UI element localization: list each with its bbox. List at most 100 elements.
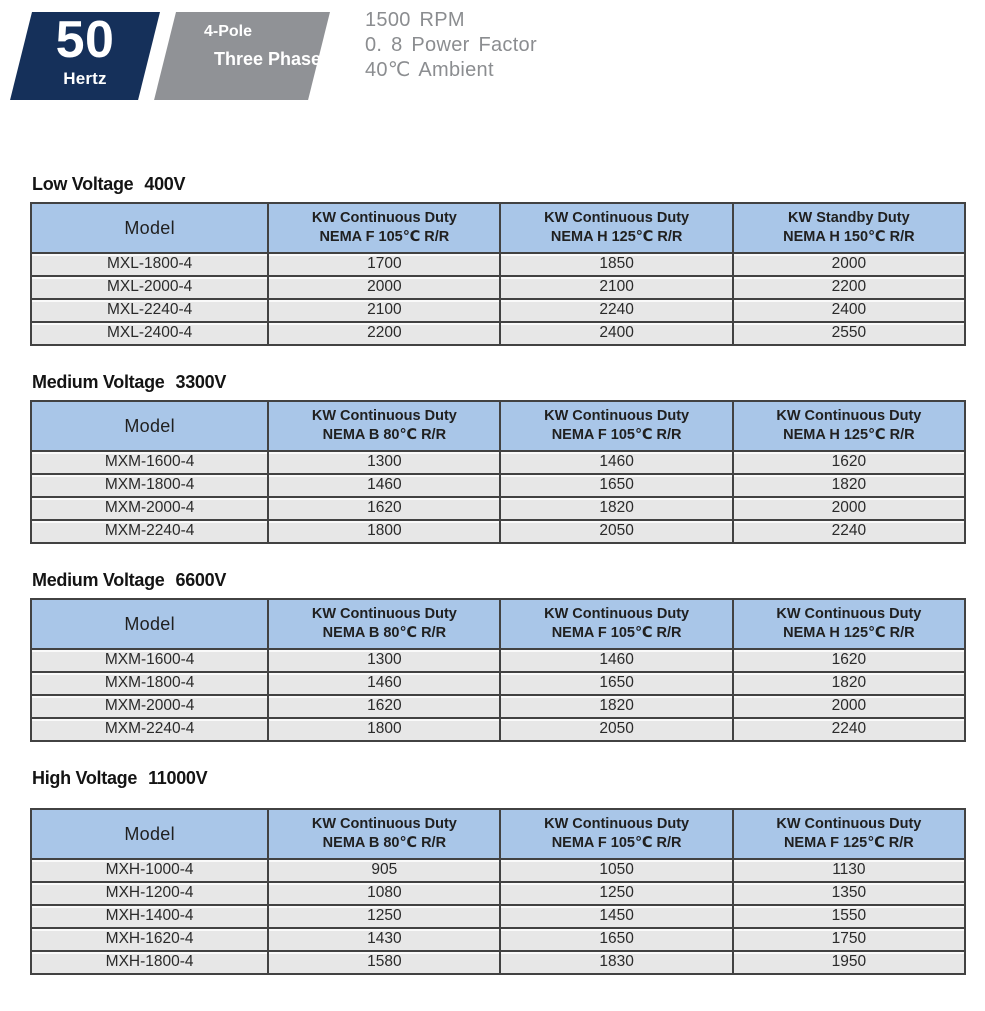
model-column-header: Model [29,202,270,254]
kw-value-cell: 1620 [731,648,967,673]
column-header-label: KW Continuous Duty [544,408,690,424]
kw-value-cell: 1820 [731,473,967,498]
kw-value-cell: 1750 [731,927,967,952]
kw-column-header: KW Standby Duty NEMA H 150℃ R/R [731,202,967,254]
ratings-table-medium-voltage-3300: Model KW Continuous Duty NEMA B 80℃ R/R KW … [29,400,967,544]
kw-value-cell: 2000 [731,252,967,277]
kw-value-cell: 1250 [267,904,502,929]
model-cell: MXM-1600-4 [29,648,270,673]
section-title: Low Voltage 400V [32,174,985,195]
kw-value-cell: 2240 [499,298,734,323]
ratings-table-medium-voltage-6600: Model KW Continuous Duty NEMA B 80℃ R/R KW … [29,598,967,742]
kw-value-cell: 1050 [499,858,734,883]
kw-value-cell: 2100 [499,275,734,300]
table-row: MXH-1000-4 905 1050 1130 [29,858,967,883]
table-row: MXM-2000-4 1620 1820 2000 [29,694,967,719]
model-cell: MXH-1620-4 [29,927,270,952]
kw-column-header: KW Continuous Duty NEMA B 80℃ R/R [267,808,502,860]
kw-column-header: KW Continuous Duty NEMA H 125℃ R/R [731,598,967,650]
section-high-voltage-11000v: High Voltage 11000V Model KW Continuous Du… [29,768,985,975]
kw-value-cell: 1130 [731,858,967,883]
kw-value-cell: 1460 [499,648,734,673]
table-row: MXM-1600-4 1300 1460 1620 [29,648,967,673]
kw-value-cell: 1620 [267,694,502,719]
section-title: Medium Voltage 6600V [32,570,985,591]
table-row: MXM-2240-4 1800 2050 2240 [29,519,967,544]
kw-value-cell: 1460 [267,473,502,498]
column-header-label: KW Continuous Duty [544,606,690,622]
table-row: MXL-2400-4 2200 2400 2550 [29,321,967,346]
column-header-label: KW Continuous Duty [776,816,922,832]
kw-value-cell: 2400 [731,298,967,323]
section-title-voltage: 11000V [148,768,208,788]
header: 50 Hertz 4-Pole Three Phase 1500 RPM 0. … [0,0,985,100]
kw-value-cell: 2000 [731,694,967,719]
kw-value-cell: 1580 [267,950,502,975]
table-row: MXL-2000-4 2000 2100 2200 [29,275,967,300]
kw-column-header: KW Continuous Duty NEMA H 125℃ R/R [499,202,734,254]
kw-value-cell: 1550 [731,904,967,929]
column-header-label: NEMA F 105℃ R/R [551,625,682,641]
kw-value-cell: 2240 [731,519,967,544]
section-medium-voltage-6600v: Medium Voltage 6600V Model KW Continuous D… [29,570,985,742]
column-header-label: KW Continuous Duty [311,606,457,622]
kw-value-cell: 1820 [499,496,734,521]
model-column-header: Model [29,808,270,860]
table-row: MXH-1200-4 1080 1250 1350 [29,881,967,906]
spec-sheet-page: 50 Hertz 4-Pole Three Phase 1500 RPM 0. … [0,0,985,975]
section-title-label: Medium Voltage [32,372,165,392]
model-cell: MXM-1600-4 [29,450,270,475]
kw-value-cell: 1950 [731,950,967,975]
kw-value-cell: 1800 [267,717,502,742]
kw-value-cell: 1430 [267,927,502,952]
section-title: Medium Voltage 3300V [32,372,985,393]
kw-value-cell: 2550 [731,321,967,346]
kw-value-cell: 1450 [499,904,734,929]
model-cell: MXM-1800-4 [29,473,270,498]
section-title: High Voltage 11000V [32,768,985,789]
column-header-label: NEMA H 150℃ R/R [783,229,915,245]
section-title-label: Medium Voltage [32,570,165,590]
column-header-label: NEMA H 125℃ R/R [550,229,683,245]
kw-value-cell: 1800 [267,519,502,544]
kw-value-cell: 1700 [267,252,502,277]
kw-column-header: KW Continuous Duty NEMA B 80℃ R/R [267,400,502,452]
kw-column-header: KW Continuous Duty NEMA F 125℃ R/R [731,808,967,860]
kw-value-cell: 2200 [267,321,502,346]
table-row: MXH-1400-4 1250 1450 1550 [29,904,967,929]
table-row: MXM-1800-4 1460 1650 1820 [29,671,967,696]
spec-ambient: 40℃ Ambient [365,59,494,81]
section-title-voltage: 6600V [175,570,227,590]
kw-value-cell: 2200 [731,275,967,300]
frequency-value: 50 [55,11,115,69]
model-cell: MXH-1800-4 [29,950,270,975]
model-cell: MXL-2240-4 [29,298,270,323]
model-cell: MXH-1000-4 [29,858,270,883]
kw-value-cell: 1080 [267,881,502,906]
column-header-label: NEMA B 80℃ R/R [322,625,447,641]
kw-value-cell: 2000 [731,496,967,521]
kw-value-cell: 1850 [499,252,734,277]
table-header-row: Model KW Continuous Duty NEMA B 80℃ R/R KW … [29,808,967,860]
section-title-label: Low Voltage [32,174,134,194]
spec-list: 1500 RPM 0. 8 Power Factor 40℃ Ambient [365,8,537,83]
section-title-label: High Voltage [32,768,138,788]
ratings-table-high-voltage: Model KW Continuous Duty NEMA B 80℃ R/R KW … [29,808,967,975]
kw-column-header: KW Continuous Duty NEMA H 125℃ R/R [731,400,967,452]
kw-value-cell: 1650 [499,671,734,696]
kw-value-cell: 1300 [267,450,502,475]
column-header-label: Model [124,217,175,238]
section-title-voltage: 400V [144,174,186,194]
frequency-unit: Hertz [63,69,107,88]
column-header-label: KW Continuous Duty [544,210,690,226]
kw-value-cell: 1620 [731,450,967,475]
pole-count-label: 4-Pole [204,23,253,40]
column-header-label: KW Continuous Duty [776,408,922,424]
column-header-label: Model [124,415,175,436]
model-cell: MXM-2000-4 [29,694,270,719]
kw-value-cell: 2050 [499,519,734,544]
model-cell: MXM-2240-4 [29,717,270,742]
phase-label: Three Phase [214,49,322,69]
column-header-label: KW Continuous Duty [311,816,457,832]
column-header-label: NEMA H 125℃ R/R [783,427,915,443]
